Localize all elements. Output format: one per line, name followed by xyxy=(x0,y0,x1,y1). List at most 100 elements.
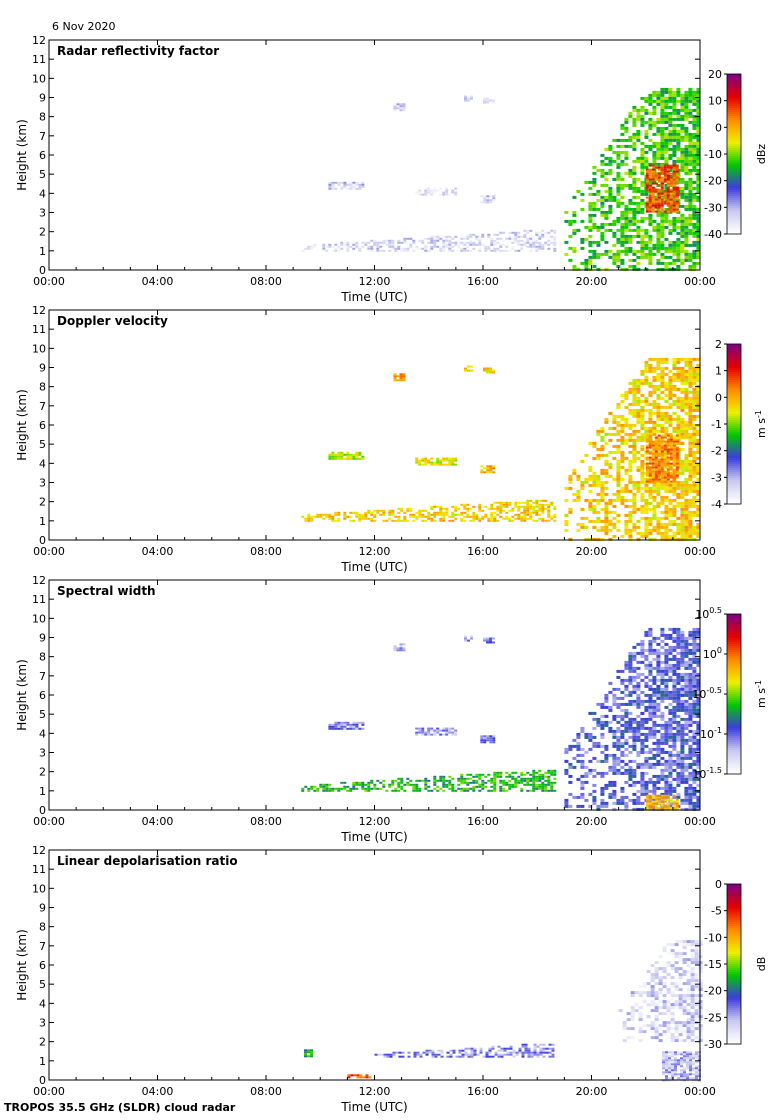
echo-cell xyxy=(442,245,446,248)
echo-cell xyxy=(660,468,664,471)
echo-cell xyxy=(692,135,697,139)
echo-cell xyxy=(358,457,362,460)
echo-cell xyxy=(692,438,697,442)
x-tick-label: 00:00 xyxy=(684,545,716,558)
echo-cell xyxy=(668,393,673,397)
echo-cell xyxy=(415,511,419,514)
colorbar-step xyxy=(727,404,741,407)
echo-cell xyxy=(352,519,356,522)
echo-cell xyxy=(669,208,673,211)
echo-cell xyxy=(645,440,649,443)
echo-cell xyxy=(442,191,446,194)
echo-cell xyxy=(608,768,613,772)
echo-cell xyxy=(424,783,428,786)
echo-cell xyxy=(517,507,521,510)
echo-cell xyxy=(696,126,701,130)
echo-cell xyxy=(493,511,497,514)
echo-cell xyxy=(361,517,365,520)
echo-cell xyxy=(478,785,482,788)
echo-cell xyxy=(316,787,320,790)
echo-cell xyxy=(620,459,625,463)
echo-cell xyxy=(645,478,649,481)
echo-cell xyxy=(580,237,585,241)
echo-cell xyxy=(445,239,449,242)
echo-cell xyxy=(648,208,652,211)
echo-cell xyxy=(492,197,496,200)
echo-cell xyxy=(355,245,359,248)
echo-cell xyxy=(660,108,665,112)
echo-cell xyxy=(328,723,332,726)
echo-cell xyxy=(696,390,701,394)
echo-cell xyxy=(493,233,497,236)
echo-cell xyxy=(483,467,487,470)
echo-cell xyxy=(644,663,649,667)
colorbar-step xyxy=(727,232,741,235)
echo-cell xyxy=(648,639,653,643)
echo-cell xyxy=(472,241,476,244)
echo-cell xyxy=(666,462,670,465)
echo-cell xyxy=(624,423,629,427)
echo-cell xyxy=(454,241,458,244)
echo-cell xyxy=(652,666,657,670)
echo-cell xyxy=(660,464,664,467)
colorbar-step xyxy=(727,190,741,193)
echo-cell xyxy=(624,753,629,757)
colorbar-step xyxy=(727,438,741,441)
echo-cell xyxy=(628,534,633,538)
echo-cell xyxy=(325,787,329,790)
colorbar-step xyxy=(727,402,741,405)
echo-cell xyxy=(484,515,488,518)
echo-cell xyxy=(445,189,449,192)
echo-cell xyxy=(469,243,473,246)
echo-cell xyxy=(439,507,443,510)
echo-cell xyxy=(636,204,641,208)
echo-cell xyxy=(645,434,649,437)
echo-cell xyxy=(672,747,677,751)
echo-cell xyxy=(514,501,518,504)
echo-cell xyxy=(328,243,332,246)
echo-cell xyxy=(628,777,633,781)
echo-cell xyxy=(608,147,613,151)
echo-cell xyxy=(391,243,395,246)
echo-cell xyxy=(406,519,410,522)
echo-cell xyxy=(439,463,443,466)
echo-cell xyxy=(600,789,605,793)
echo-cell xyxy=(463,243,467,246)
echo-cell xyxy=(328,727,332,730)
echo-cell xyxy=(393,105,397,108)
echo-cell xyxy=(588,804,593,808)
echo-cell xyxy=(656,429,661,433)
echo-cell xyxy=(660,714,665,718)
echo-cell xyxy=(490,517,494,520)
echo-cell xyxy=(656,423,661,427)
echo-cell xyxy=(421,193,425,196)
echo-cell xyxy=(652,507,657,511)
echo-cell xyxy=(632,123,637,127)
y-tick-label: 8 xyxy=(39,111,46,124)
echo-cell xyxy=(604,177,609,181)
echo-cell xyxy=(663,180,667,183)
echo-cell xyxy=(668,417,673,421)
echo-cell xyxy=(654,438,658,441)
echo-cell xyxy=(664,759,669,763)
echo-cell xyxy=(657,178,661,181)
echo-cell xyxy=(370,787,374,790)
echo-cell xyxy=(580,747,585,751)
echo-cell xyxy=(672,186,676,189)
echo-cell xyxy=(478,249,482,252)
echo-cell xyxy=(486,735,490,738)
echo-cell xyxy=(588,732,593,736)
echo-cell xyxy=(526,513,530,516)
echo-cell xyxy=(604,723,609,727)
echo-cell xyxy=(547,243,551,246)
echo-cell xyxy=(596,807,601,811)
echo-cell xyxy=(652,525,657,529)
echo-cell xyxy=(481,517,485,520)
echo-cell xyxy=(688,150,693,154)
echo-cell xyxy=(600,174,605,178)
echo-cell xyxy=(616,162,621,166)
echo-cell xyxy=(676,405,681,409)
echo-cell xyxy=(657,202,661,205)
echo-cell xyxy=(644,762,649,766)
echo-cell xyxy=(481,783,485,786)
